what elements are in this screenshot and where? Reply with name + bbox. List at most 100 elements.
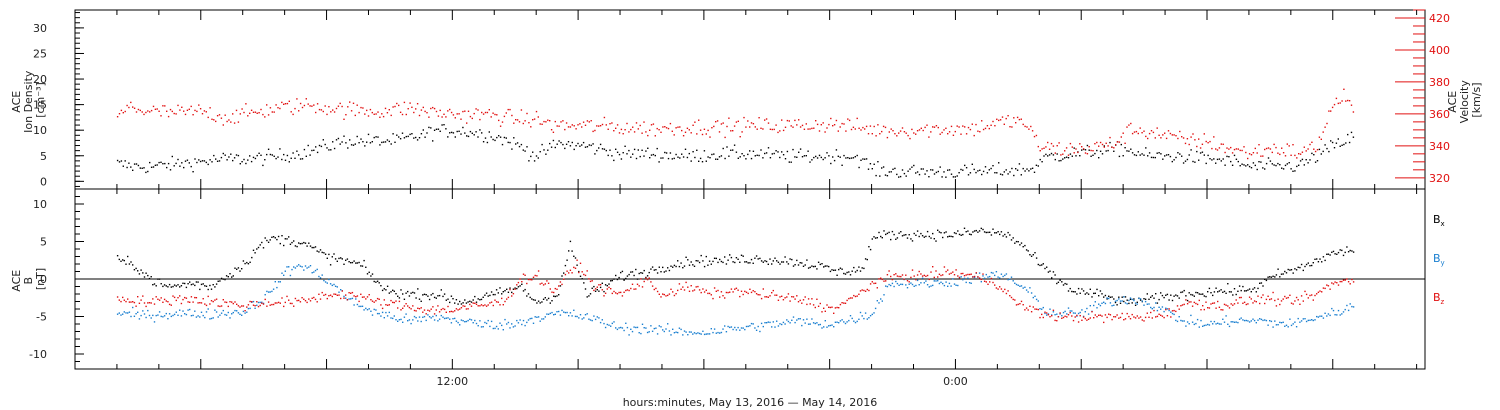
bz-point [257,305,260,308]
bx-point [683,265,686,267]
bz-point [556,288,558,290]
bx-point [207,288,209,291]
bz-point [960,272,962,275]
density-point [643,155,645,157]
bx-point [1285,272,1288,274]
bx-point [1014,242,1016,244]
bz-point [381,307,384,310]
by-point [760,322,763,325]
density-point [1205,162,1207,165]
bx-point [1139,299,1142,301]
bx-point [999,233,1001,236]
by-point [559,314,562,316]
bz-point [465,308,468,310]
bx-point [633,274,635,277]
by-point [482,326,484,328]
bx-point [470,301,473,303]
by-point [880,298,882,300]
bx-point [418,298,421,300]
density-point [571,141,573,144]
bz-point [767,296,769,298]
bz-point [631,283,634,285]
bz-point [286,295,288,298]
bx-point [1217,291,1219,293]
density-point [1209,158,1211,160]
bz-point [313,296,315,299]
bx-point [467,301,469,303]
bx-point [885,233,887,236]
by-point [244,312,246,314]
by-point [1260,318,1263,321]
density-point [660,157,662,159]
by-point [1218,323,1221,325]
velocity-point [979,131,981,133]
bx-point [589,293,592,295]
bz-point [948,273,951,275]
density-point [439,130,441,132]
bx-point [1163,296,1165,299]
bx-point [675,265,677,268]
bz-point [1057,316,1060,318]
velocity-point [337,105,340,107]
bz-point [638,285,640,287]
velocity-point [511,114,513,117]
by-point [180,315,183,317]
bx-point [276,238,278,241]
by-point [997,276,999,278]
bx-point [812,265,815,268]
velocity-point [575,128,577,130]
bx-point [844,273,847,275]
bx-point [1161,294,1164,297]
by-point [724,325,726,327]
bz-point [1010,296,1013,299]
bz-point [898,275,900,278]
bz-point [1259,302,1261,305]
by-point [1062,311,1065,314]
bz-point [1208,307,1211,309]
density-point [641,149,643,151]
bz-point [796,295,798,297]
velocity-point [1279,153,1281,156]
bz-point [1274,299,1276,302]
by-point [1104,302,1107,305]
by-point [947,285,949,287]
bx-point [527,293,530,295]
density-point [632,153,634,155]
velocity-point [564,128,566,131]
bx-point [224,278,226,281]
bz-point [618,291,620,294]
velocity-point [496,114,498,116]
velocity-point [696,133,698,135]
velocity-point [116,116,119,118]
bx-point [729,254,731,256]
density-point [747,153,749,156]
bx-point [1289,269,1291,271]
bx-point [658,266,660,268]
density-point [930,169,932,171]
velocity-point [601,123,604,126]
velocity-point [898,132,900,134]
density-point [1171,160,1173,163]
bx-point [932,232,934,235]
by-point [257,301,260,304]
density-point [1218,158,1221,160]
bz-point [864,290,867,292]
by-point [708,333,711,335]
bz-point [220,305,223,307]
bz-point [1153,309,1155,312]
bx-point [318,251,320,253]
density-point [665,152,668,154]
velocity-point [462,110,464,113]
bx-point [1037,263,1039,266]
bz-point [356,295,359,297]
velocity-point [1230,146,1232,149]
density-point [279,148,281,150]
bx-point [507,291,510,293]
density-point [686,156,689,159]
bx-point [355,262,357,264]
bz-point [279,302,281,304]
by-point [507,321,510,324]
bz-point [672,291,674,293]
bz-point [338,294,340,296]
bx-point [246,261,248,264]
